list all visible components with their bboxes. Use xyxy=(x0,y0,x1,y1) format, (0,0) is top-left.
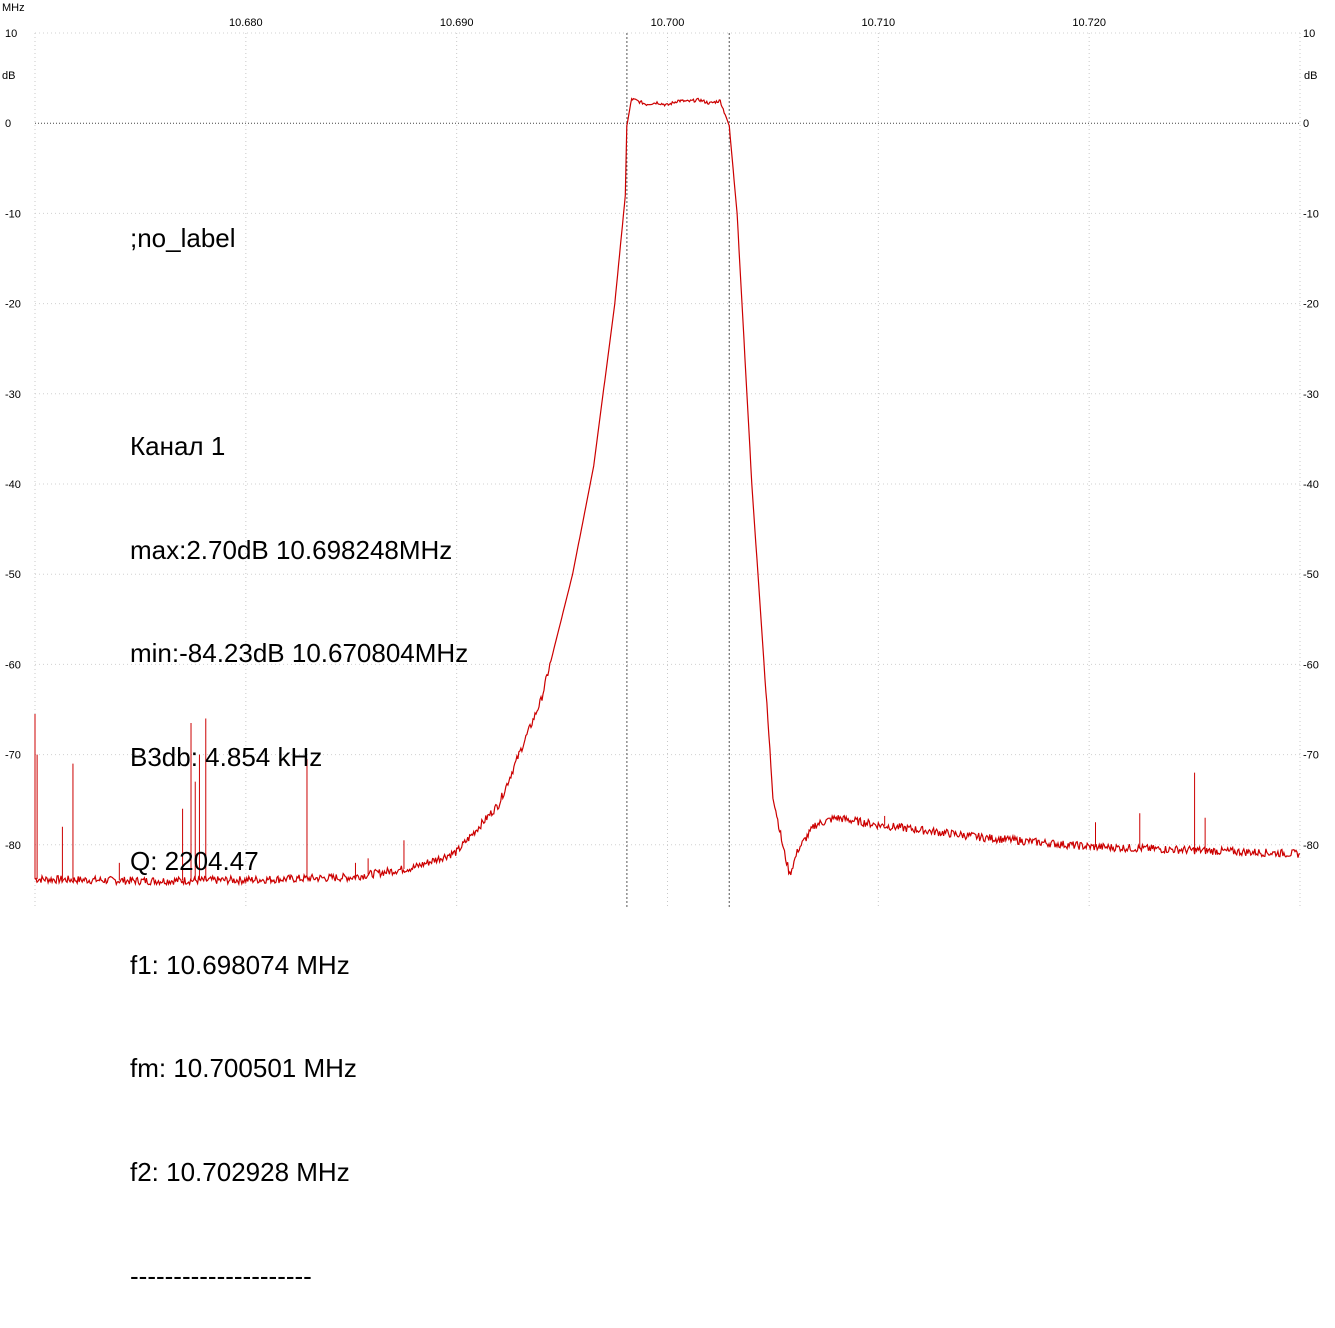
y-tick-label: -20 xyxy=(5,299,21,311)
y-tick-label: -20 xyxy=(1303,299,1319,311)
y-tick-label: -10 xyxy=(1303,208,1319,220)
y-tick-label: -80 xyxy=(5,840,21,852)
info-line-min: min:-84.23dB 10.670804MHz xyxy=(130,638,469,669)
y-tick-label: -70 xyxy=(1303,750,1319,762)
y-tick-label: 0 xyxy=(5,118,11,130)
info-line-separator: --------------------- xyxy=(130,1261,312,1291)
frequency-response-chart: 10.680 10.690 10.700 10.710 10.720 10 0 -10 -20… xyxy=(2,2,1319,908)
info-line-blank xyxy=(130,325,468,360)
y-tick-label: -30 xyxy=(1303,389,1319,401)
x-unit-label: MHz xyxy=(2,2,25,14)
measurement-info: ;no_label Канал 1 max:2.70dB 10.698248MH… xyxy=(130,152,468,1328)
x-tick-label: 10.700 xyxy=(651,17,685,29)
y-unit-label-right: dB xyxy=(1304,70,1317,82)
y-tick-label: -80 xyxy=(1303,840,1319,852)
y-tick-label: -60 xyxy=(1303,659,1319,671)
y-tick-labels-left: 10 0 -10 -20 -30 -40 -50 -60 -70 -80 xyxy=(5,28,21,852)
x-tick-labels: 10.680 10.690 10.700 10.710 10.720 xyxy=(229,17,1106,29)
x-tick-label: 10.710 xyxy=(862,17,896,29)
info-line-channel: Канал 1 xyxy=(130,430,226,461)
spurs-layer xyxy=(34,714,1206,881)
info-line-f2: f2: 10.702928 MHz xyxy=(130,1157,350,1188)
y-tick-label: 0 xyxy=(1303,118,1309,130)
x-tick-label: 10.720 xyxy=(1072,17,1106,29)
y-tick-label: -40 xyxy=(1303,479,1319,491)
y-tick-label: 10 xyxy=(5,28,17,40)
y-tick-label: -70 xyxy=(5,750,21,762)
y-tick-labels-right: 10 0 -10 -20 -30 -40 -50 -60 -70 -80 xyxy=(1303,28,1319,852)
x-tick-label: 10.690 xyxy=(440,17,474,29)
y-tick-label: -10 xyxy=(5,208,21,220)
info-line-f1: f1: 10.698074 MHz xyxy=(130,949,350,980)
x-tick-label: 10.680 xyxy=(229,17,263,29)
y-tick-label: -50 xyxy=(5,569,21,581)
info-line-b3db: B3db: 4.854 kHz xyxy=(130,742,323,773)
y-tick-label: -40 xyxy=(5,479,21,491)
frequency-markers xyxy=(626,33,730,908)
info-line-fm: fm: 10.700501 MHz xyxy=(130,1053,357,1084)
series-layer xyxy=(34,97,1301,887)
info-line-label: ;no_label xyxy=(130,223,236,254)
y-unit-label-left: dB xyxy=(2,70,15,82)
info-line-q: Q: 2204.47 xyxy=(130,845,259,876)
info-line-max: max:2.70dB 10.698248MHz xyxy=(130,534,453,565)
series-line xyxy=(34,97,1301,887)
grid xyxy=(34,32,1301,908)
y-tick-label: -60 xyxy=(5,659,21,671)
y-tick-label: -30 xyxy=(5,389,21,401)
y-tick-label: -50 xyxy=(1303,569,1319,581)
y-tick-label: 10 xyxy=(1303,28,1315,40)
